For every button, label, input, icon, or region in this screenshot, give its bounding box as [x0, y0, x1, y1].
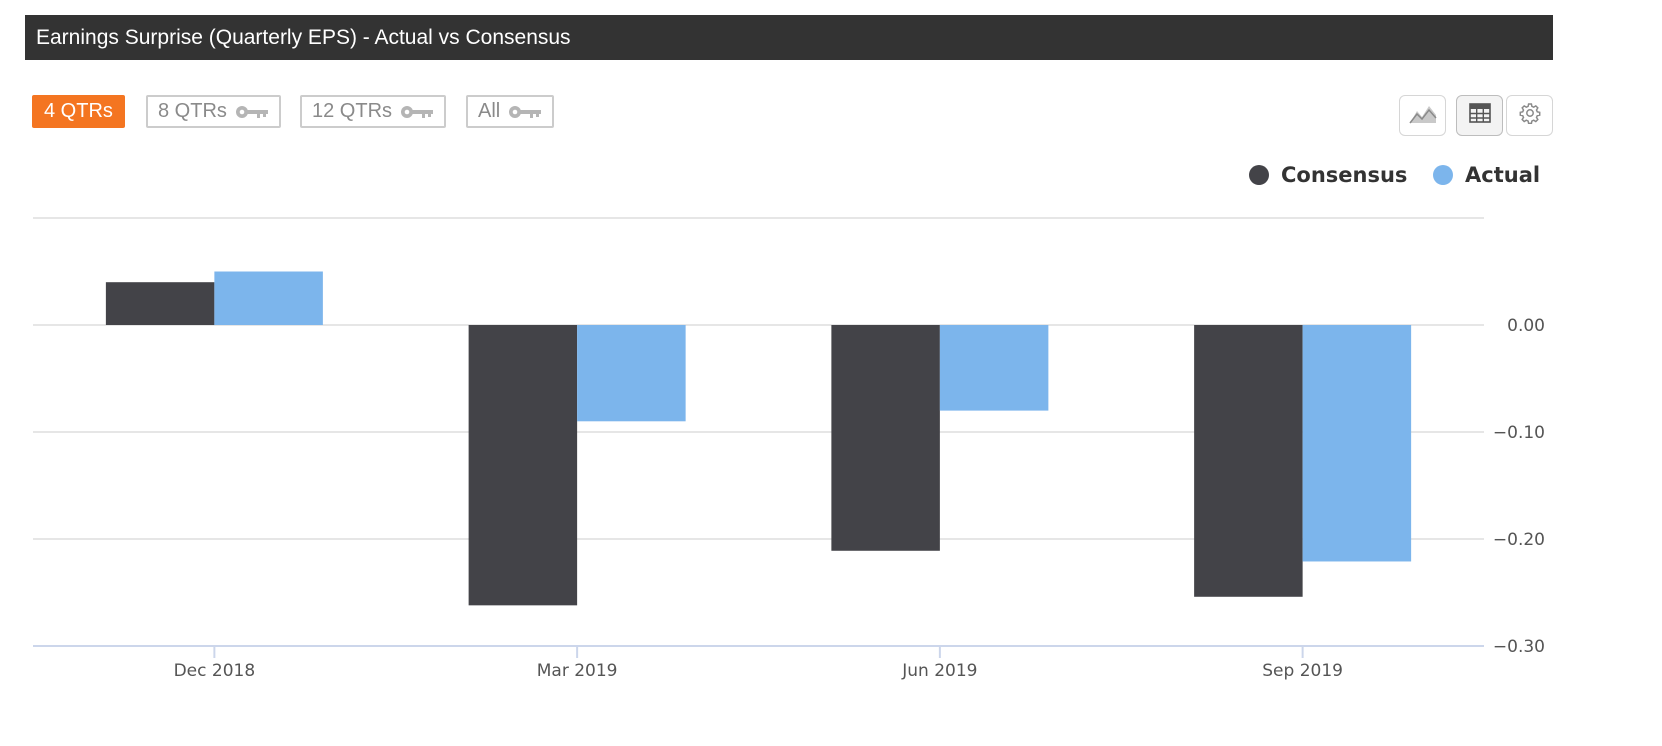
bar-group — [105, 271, 1412, 606]
bar-actual-3[interactable] — [1302, 325, 1412, 562]
settings-button[interactable] — [1506, 95, 1553, 136]
key-icon — [235, 105, 269, 119]
legend-marker-consensus — [1249, 165, 1269, 185]
y-tick-label: 0.00 — [1507, 316, 1545, 336]
bar-consensus-2[interactable] — [831, 325, 940, 551]
legend-item-consensus[interactable]: Consensus — [1249, 163, 1407, 187]
bar-consensus-3[interactable] — [1194, 325, 1303, 597]
bar-consensus-0[interactable] — [105, 282, 215, 325]
area-chart-icon — [1408, 102, 1437, 129]
range-button-label: All — [478, 100, 501, 122]
chart-title: Earnings Surprise (Quarterly EPS) - Actu… — [25, 15, 1553, 60]
y-tick-label: −0.10 — [1493, 423, 1545, 443]
range-button-8-qtrs[interactable]: 8 QTRs — [146, 95, 281, 128]
bar-actual-2[interactable] — [939, 325, 1049, 411]
range-button-all[interactable]: All — [466, 95, 555, 128]
bar-consensus-1[interactable] — [468, 325, 578, 606]
legend-item-actual[interactable]: Actual — [1433, 163, 1540, 187]
x-tick-label: Jun 2019 — [901, 661, 977, 681]
range-button-label: 8 QTRs — [158, 100, 227, 122]
legend-label-actual: Actual — [1465, 163, 1541, 187]
range-button-12-qtrs[interactable]: 12 QTRs — [300, 95, 447, 128]
range-button-4-qtrs[interactable]: 4 QTRs — [32, 95, 125, 128]
table-icon — [1468, 103, 1491, 128]
y-tick-label: −0.30 — [1493, 637, 1545, 657]
bar-actual-1[interactable] — [577, 325, 686, 422]
legend-marker-actual — [1433, 165, 1453, 185]
x-tick-label: Mar 2019 — [537, 661, 618, 681]
range-button-label: 12 QTRs — [312, 100, 393, 122]
axes: 0.00 −0.10 −0.20 −0.30 Dec 2018 Mar 2019 Jun 2… — [174, 316, 1545, 681]
y-tick-label: −0.20 — [1493, 530, 1545, 550]
legend-label-consensus: Consensus — [1281, 163, 1408, 187]
range-button-label: 4 QTRs — [44, 100, 113, 122]
area-chart-button[interactable] — [1399, 95, 1446, 136]
gear-icon — [1519, 102, 1541, 129]
x-tick-label: Dec 2018 — [174, 661, 256, 681]
key-icon — [400, 105, 434, 119]
table-view-button[interactable] — [1456, 95, 1503, 136]
x-tick-label: Sep 2019 — [1262, 661, 1343, 681]
key-icon — [508, 105, 542, 119]
bar-actual-0[interactable] — [214, 271, 323, 326]
